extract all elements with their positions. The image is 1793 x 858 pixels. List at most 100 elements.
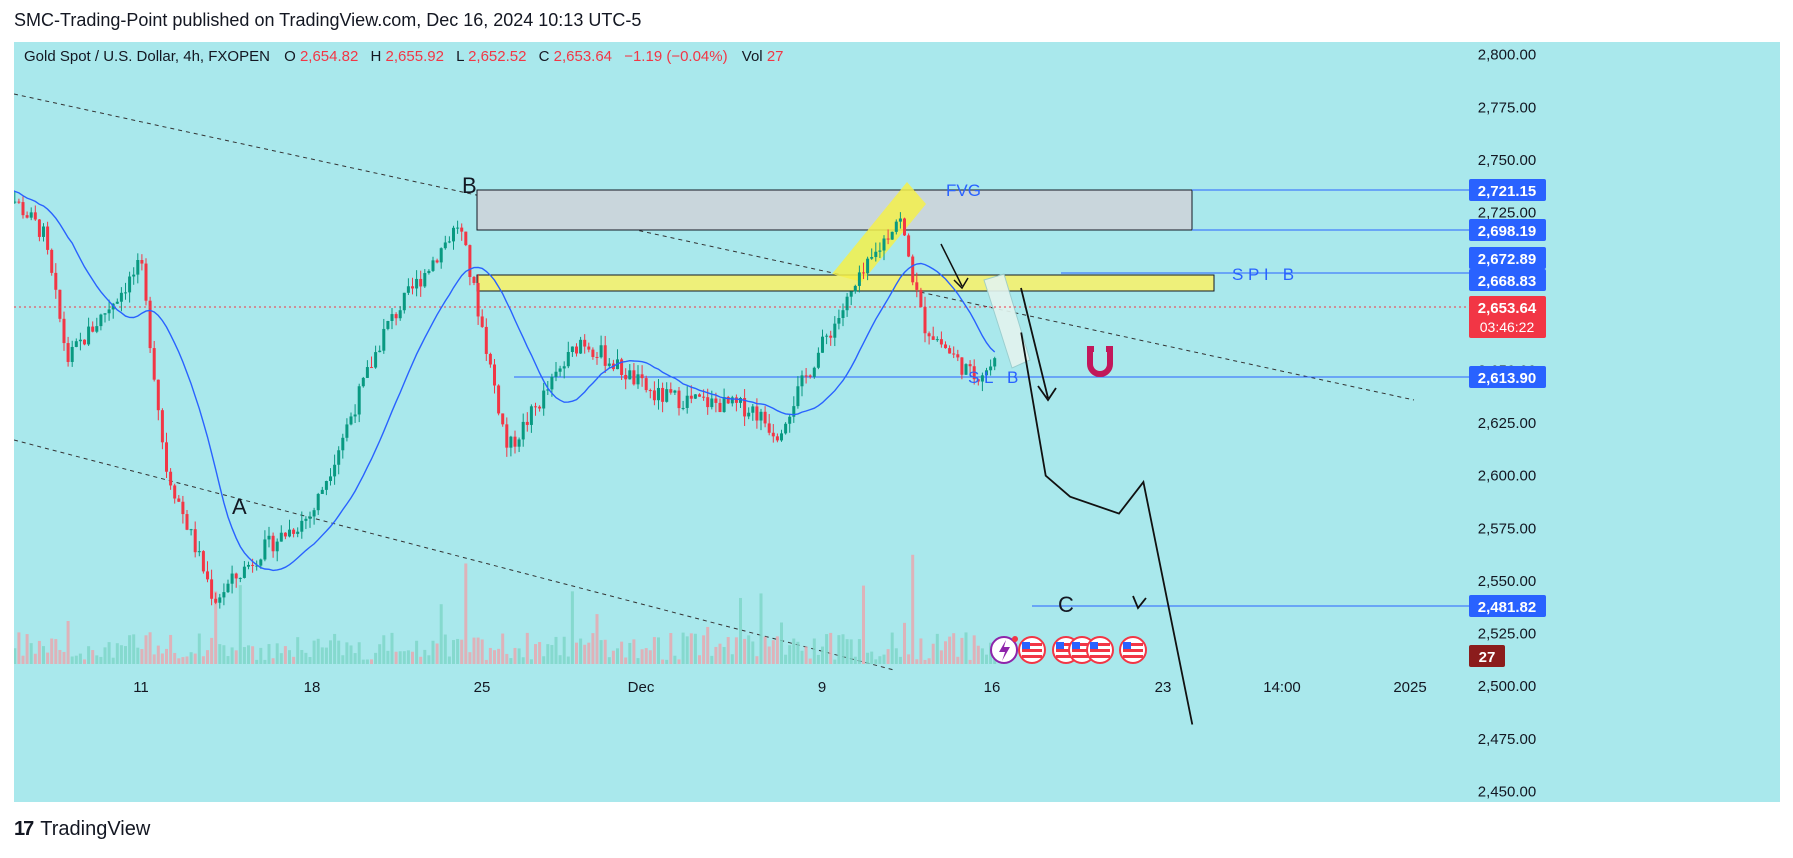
volume-bar	[816, 654, 820, 664]
candle-body	[345, 424, 349, 438]
volume-bar	[882, 654, 886, 664]
badge-slb: 2,613.90	[1469, 366, 1546, 388]
volume-bar	[206, 650, 209, 664]
retest-arrow	[940, 243, 969, 290]
volume-bar	[329, 640, 332, 664]
candle-body	[595, 356, 599, 358]
volume-bar	[374, 652, 378, 664]
us-event-icon-5[interactable]	[1119, 636, 1147, 664]
candle-body	[374, 352, 378, 368]
volume-bar	[702, 635, 706, 664]
volume-bar	[792, 638, 796, 664]
candle-body	[989, 366, 993, 371]
volume-bar	[886, 649, 890, 664]
candle-body	[406, 286, 410, 293]
volume-bar	[898, 656, 902, 664]
volume-bar	[201, 656, 205, 664]
candle-body	[333, 464, 337, 477]
close-value: 2,653.64	[554, 48, 612, 65]
volume-bar	[87, 646, 91, 664]
magnet-icon[interactable]	[1087, 346, 1113, 377]
time-axis[interactable]: 11 18 25 Dec 9 16 23 14:00 2025	[133, 679, 1426, 696]
upper-trendline	[13, 93, 1415, 401]
candle-body	[66, 343, 70, 362]
volume-bar	[685, 636, 689, 664]
candle-body	[599, 345, 603, 358]
volume-bar	[398, 651, 402, 664]
candle-body	[751, 406, 755, 413]
volume-bar	[218, 644, 222, 664]
volume-bar	[382, 635, 386, 664]
volume-bar	[570, 591, 574, 664]
candle-body	[550, 376, 554, 390]
volume-bar	[698, 655, 701, 664]
candle-body	[132, 274, 136, 277]
candle-body	[460, 227, 464, 232]
volume-bar	[50, 638, 54, 664]
candle-body	[894, 221, 898, 232]
candle-body	[398, 310, 402, 319]
tradingview-logo[interactable]: 17 TradingView	[14, 818, 150, 841]
candle-body	[956, 354, 960, 358]
candle-body	[353, 414, 357, 417]
candle-body	[128, 276, 132, 293]
candle-body	[70, 346, 74, 362]
volume-bar	[636, 658, 640, 664]
chart-panel[interactable]: A B C FVG S P I B S L B	[0, 42, 1780, 802]
svg-text:2,668.83: 2,668.83	[1478, 273, 1536, 290]
change-value: −1.19 (−0.04%)	[624, 48, 727, 65]
price-tick-label: 2,775.00	[1478, 99, 1536, 116]
candle-body	[919, 289, 923, 307]
us-event-icon-1[interactable]	[1018, 636, 1046, 664]
candle-body	[21, 202, 25, 216]
price-axis[interactable]: 2,800.002,775.002,750.002,725.002,700.00…	[1478, 47, 1536, 801]
candle-body	[29, 212, 33, 218]
badge-spi-top: 2,672.89	[1469, 247, 1546, 269]
volume-bar	[304, 652, 308, 664]
candle-body	[37, 219, 41, 237]
volume-bar	[70, 656, 74, 664]
price-badges: 2,721.15 2,698.19 2,672.89 2,668.83 2,65…	[1469, 179, 1546, 667]
volume-bar	[169, 634, 173, 664]
volume-bar	[775, 636, 779, 664]
volume-bar	[226, 656, 230, 664]
open-value: 2,654.82	[300, 48, 358, 65]
volume-bar	[915, 659, 919, 664]
candle-body	[730, 397, 734, 404]
volume-bar	[54, 639, 58, 664]
candle-body	[357, 386, 361, 415]
price-tick-label: 2,600.00	[1478, 468, 1536, 485]
candle-body	[944, 344, 947, 349]
volume-bar	[837, 635, 841, 664]
us-event-icon-4[interactable]	[1086, 636, 1114, 664]
volume-bar	[874, 659, 878, 664]
volume-bar	[156, 645, 160, 664]
volume-bar	[74, 655, 78, 664]
candle-body	[210, 579, 214, 599]
projection-arrowhead	[1132, 595, 1147, 610]
volume-bar	[849, 639, 853, 664]
symbol-name: Gold Spot / U.S. Dollar, 4h, FXOPEN	[24, 48, 270, 65]
candle-body	[521, 421, 525, 440]
volume-bar	[693, 633, 697, 664]
candle-body	[242, 566, 246, 578]
volume-bar	[320, 647, 324, 664]
candle-body	[710, 398, 714, 408]
price-chart[interactable]: A B C FVG S P I B S L B	[0, 42, 1780, 802]
flash-event-icon[interactable]	[990, 636, 1018, 664]
volume-bar	[435, 643, 439, 664]
candle-body	[529, 406, 533, 425]
candle-body	[825, 335, 829, 337]
volume-bar	[767, 646, 771, 664]
volume-bar	[534, 644, 537, 664]
volume-bar	[447, 656, 451, 664]
label-c: C	[1058, 592, 1074, 617]
candle-body	[464, 231, 468, 246]
volume-bar	[419, 656, 423, 664]
badge-volume: 27	[1469, 645, 1505, 667]
volume-bar	[505, 653, 509, 664]
volume-bar	[333, 633, 337, 664]
badge-fvg-bottom: 2,698.19	[1469, 219, 1546, 241]
candle-body	[878, 250, 882, 252]
volume-bar	[173, 652, 177, 664]
